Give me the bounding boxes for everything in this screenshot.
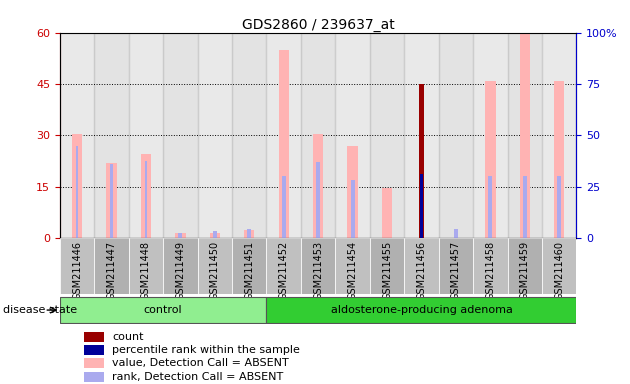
Text: GSM211456: GSM211456 xyxy=(416,241,427,300)
Bar xyxy=(382,189,392,238)
Bar xyxy=(84,332,103,342)
Bar xyxy=(350,180,355,238)
FancyBboxPatch shape xyxy=(60,297,266,323)
Bar xyxy=(84,358,103,368)
Bar xyxy=(508,33,542,238)
Bar xyxy=(106,163,117,238)
Title: GDS2860 / 239637_at: GDS2860 / 239637_at xyxy=(242,18,394,31)
Bar xyxy=(347,146,358,238)
Bar xyxy=(232,33,266,238)
Bar xyxy=(60,238,94,294)
Bar xyxy=(232,238,266,294)
Bar xyxy=(163,33,198,238)
Bar xyxy=(316,162,320,238)
Text: GSM211459: GSM211459 xyxy=(520,241,530,300)
Text: control: control xyxy=(144,305,183,315)
Bar xyxy=(282,177,286,238)
Bar xyxy=(178,233,183,238)
Bar xyxy=(60,33,94,238)
Text: count: count xyxy=(112,332,144,342)
Bar xyxy=(404,238,438,294)
Bar xyxy=(129,238,163,294)
Text: GSM211447: GSM211447 xyxy=(106,241,117,300)
Bar xyxy=(554,81,564,238)
Bar xyxy=(557,177,561,238)
Bar xyxy=(210,233,220,238)
Bar xyxy=(404,33,438,238)
Bar xyxy=(94,33,129,238)
Bar xyxy=(301,33,335,238)
Text: GSM211452: GSM211452 xyxy=(278,241,289,300)
Text: GSM211449: GSM211449 xyxy=(175,241,185,300)
Bar xyxy=(145,161,147,238)
Bar xyxy=(247,229,251,238)
Bar xyxy=(508,238,542,294)
Bar xyxy=(129,33,163,238)
Bar xyxy=(175,233,186,238)
Bar xyxy=(140,154,151,238)
Text: GSM211454: GSM211454 xyxy=(348,241,358,300)
Bar xyxy=(542,33,576,238)
Bar xyxy=(438,33,473,238)
Bar xyxy=(335,33,370,238)
Bar xyxy=(420,174,423,238)
Bar xyxy=(213,231,217,238)
Bar xyxy=(76,146,78,238)
Bar xyxy=(198,33,232,238)
Bar xyxy=(542,238,576,294)
Text: disease state: disease state xyxy=(3,305,77,315)
Bar xyxy=(72,134,83,238)
Text: rank, Detection Call = ABSENT: rank, Detection Call = ABSENT xyxy=(112,372,284,382)
Bar xyxy=(266,33,301,238)
Text: GSM211457: GSM211457 xyxy=(451,241,461,300)
Bar xyxy=(198,238,232,294)
Bar xyxy=(278,50,289,238)
FancyBboxPatch shape xyxy=(266,297,576,323)
Bar xyxy=(473,33,508,238)
Bar xyxy=(94,238,129,294)
Bar xyxy=(335,238,370,294)
Text: GSM211451: GSM211451 xyxy=(244,241,255,300)
Text: GSM211448: GSM211448 xyxy=(141,241,151,300)
Bar xyxy=(370,238,404,294)
Bar xyxy=(84,345,103,355)
Bar xyxy=(488,177,493,238)
Text: GSM211453: GSM211453 xyxy=(313,241,323,300)
Bar xyxy=(520,33,530,238)
Text: GSM211450: GSM211450 xyxy=(210,241,220,300)
Text: GSM211458: GSM211458 xyxy=(485,241,495,300)
Text: GSM211455: GSM211455 xyxy=(382,241,392,300)
Text: GSM211460: GSM211460 xyxy=(554,241,564,300)
Text: percentile rank within the sample: percentile rank within the sample xyxy=(112,345,300,355)
Bar xyxy=(84,372,103,382)
Bar xyxy=(523,177,527,238)
Bar xyxy=(438,238,473,294)
Bar xyxy=(473,238,508,294)
Bar xyxy=(266,238,301,294)
Bar xyxy=(485,81,496,238)
Text: aldosterone-producing adenoma: aldosterone-producing adenoma xyxy=(331,305,512,315)
Bar xyxy=(244,230,255,238)
Bar xyxy=(110,164,113,238)
Text: value, Detection Call = ABSENT: value, Detection Call = ABSENT xyxy=(112,358,289,368)
Bar xyxy=(419,84,424,238)
Bar xyxy=(301,238,335,294)
Text: GSM211446: GSM211446 xyxy=(72,241,82,300)
Bar xyxy=(454,229,458,238)
Bar xyxy=(163,238,198,294)
Bar xyxy=(370,33,404,238)
Bar xyxy=(313,134,323,238)
